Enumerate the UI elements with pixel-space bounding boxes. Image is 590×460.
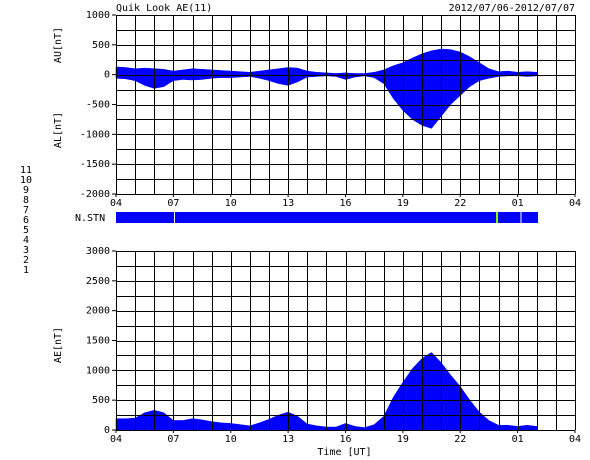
x-tick-label: 01 (512, 434, 524, 445)
x-tick-label: 13 (282, 434, 294, 445)
x-tick-label: 19 (397, 198, 409, 209)
y-tick-label: 0 (104, 70, 110, 81)
station-legend-label: 10 (20, 175, 32, 186)
y-axis-label: AE[nT] (53, 327, 64, 363)
station-legend-label: 9 (23, 185, 29, 196)
x-tick-label: 13 (282, 198, 294, 209)
x-tick-label: 04 (110, 434, 122, 445)
date-range: 2012/07/06-2012/07/07 (449, 3, 575, 14)
x-tick-label: 07 (167, 434, 179, 445)
x-tick-label: 07 (167, 198, 179, 209)
x-axis-label: Time [UT] (317, 447, 371, 458)
y-tick-label: 2500 (86, 276, 110, 287)
y-axis-label: AU[nT] (53, 27, 64, 63)
y-tick-label: -500 (86, 100, 110, 111)
x-tick-label: 10 (225, 198, 237, 209)
y-axis-label: AL[nT] (53, 112, 64, 148)
station-label: N.STN (75, 213, 105, 224)
station-legend-label: 3 (23, 245, 29, 256)
x-tick-label: 10 (225, 434, 237, 445)
x-tick-label: 04 (569, 434, 581, 445)
y-tick-label: -1500 (80, 159, 110, 170)
y-tick-label: 500 (92, 395, 110, 406)
station-legend-label: 2 (23, 255, 29, 266)
y-tick-label: 1000 (86, 365, 110, 376)
x-tick-label: 16 (339, 434, 351, 445)
area (115, 74, 537, 129)
station-legend-label: 5 (23, 225, 29, 236)
x-tick-label: 16 (339, 198, 351, 209)
area (115, 352, 537, 431)
station-legend-label: 7 (23, 205, 29, 216)
y-tick-label: -2000 (80, 189, 110, 200)
y-tick-label: 1000 (86, 10, 110, 21)
y-tick-label: 0 (104, 425, 110, 436)
station-legend-label: 8 (23, 195, 29, 206)
x-tick-label: 22 (454, 434, 466, 445)
chart-title: Quik Look AE(11) (116, 3, 212, 14)
x-tick-label: 04 (569, 198, 581, 209)
area (115, 48, 537, 75)
x-tick-label: 22 (454, 198, 466, 209)
y-tick-label: 2000 (86, 306, 110, 317)
station-legend-label: 11 (20, 165, 32, 176)
station-legend-label: 6 (23, 215, 29, 226)
station-bar (116, 212, 538, 223)
x-tick-label: 04 (110, 198, 122, 209)
y-tick-label: 1500 (86, 336, 110, 347)
station-legend-label: 1 (23, 265, 29, 276)
x-tick-label: 19 (397, 434, 409, 445)
y-tick-label: 500 (92, 40, 110, 51)
y-tick-label: -1000 (80, 129, 110, 140)
station-legend-label: 4 (23, 235, 29, 246)
y-tick-label: 3000 (86, 246, 110, 257)
x-tick-label: 01 (512, 198, 524, 209)
